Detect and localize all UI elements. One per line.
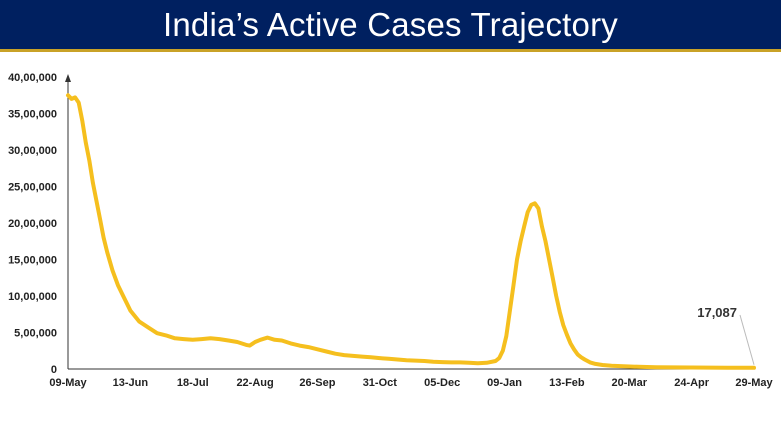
x-tick-label: 05-Dec [424,377,460,389]
y-tick-label: 30,00,000 [8,145,57,157]
x-tick-label: 09-Jan [487,377,522,389]
chart-title: India’s Active Cases Trajectory [163,5,618,43]
x-tick-label: 29-May [735,377,773,389]
title-bar: India’s Active Cases Trajectory [0,0,781,52]
y-tick-label: 25,00,000 [8,182,57,194]
y-tick-label: 10,00,000 [8,291,57,303]
y-tick-label: 40,00,000 [8,72,57,84]
y-tick-labels: 0 5,00,000 10,00,000 15,00,000 20,00,000 25,0… [8,72,57,376]
y-tick-label: 15,00,000 [8,255,57,267]
y-tick-label: 5,00,000 [14,328,57,340]
annotation-leader-line [739,314,755,365]
y-axis [65,74,71,369]
x-tick-label: 09-May [49,377,87,389]
x-tick-label: 26-Sep [299,377,335,389]
x-tick-labels: 09-May 13-Jun 18-Jul 22-Aug 26-Sep 31-Oct 05-D… [49,377,773,389]
annotation-label: 17,087 [697,305,737,320]
x-tick-label: 18-Jul [177,377,209,389]
y-tick-label: 0 [51,364,57,376]
x-tick-label: 31-Oct [363,377,398,389]
y-tick-label: 20,00,000 [8,218,57,230]
active-cases-line [66,93,756,370]
x-tick-label: 22-Aug [236,377,273,389]
y-tick-label: 35,00,000 [8,109,57,121]
x-tick-label: 20-Mar [612,377,648,389]
y-axis-arrow [65,74,71,82]
x-tick-label: 13-Jun [113,377,149,389]
x-tick-label: 13-Feb [549,377,585,389]
x-tick-label: 24-Apr [674,377,710,389]
